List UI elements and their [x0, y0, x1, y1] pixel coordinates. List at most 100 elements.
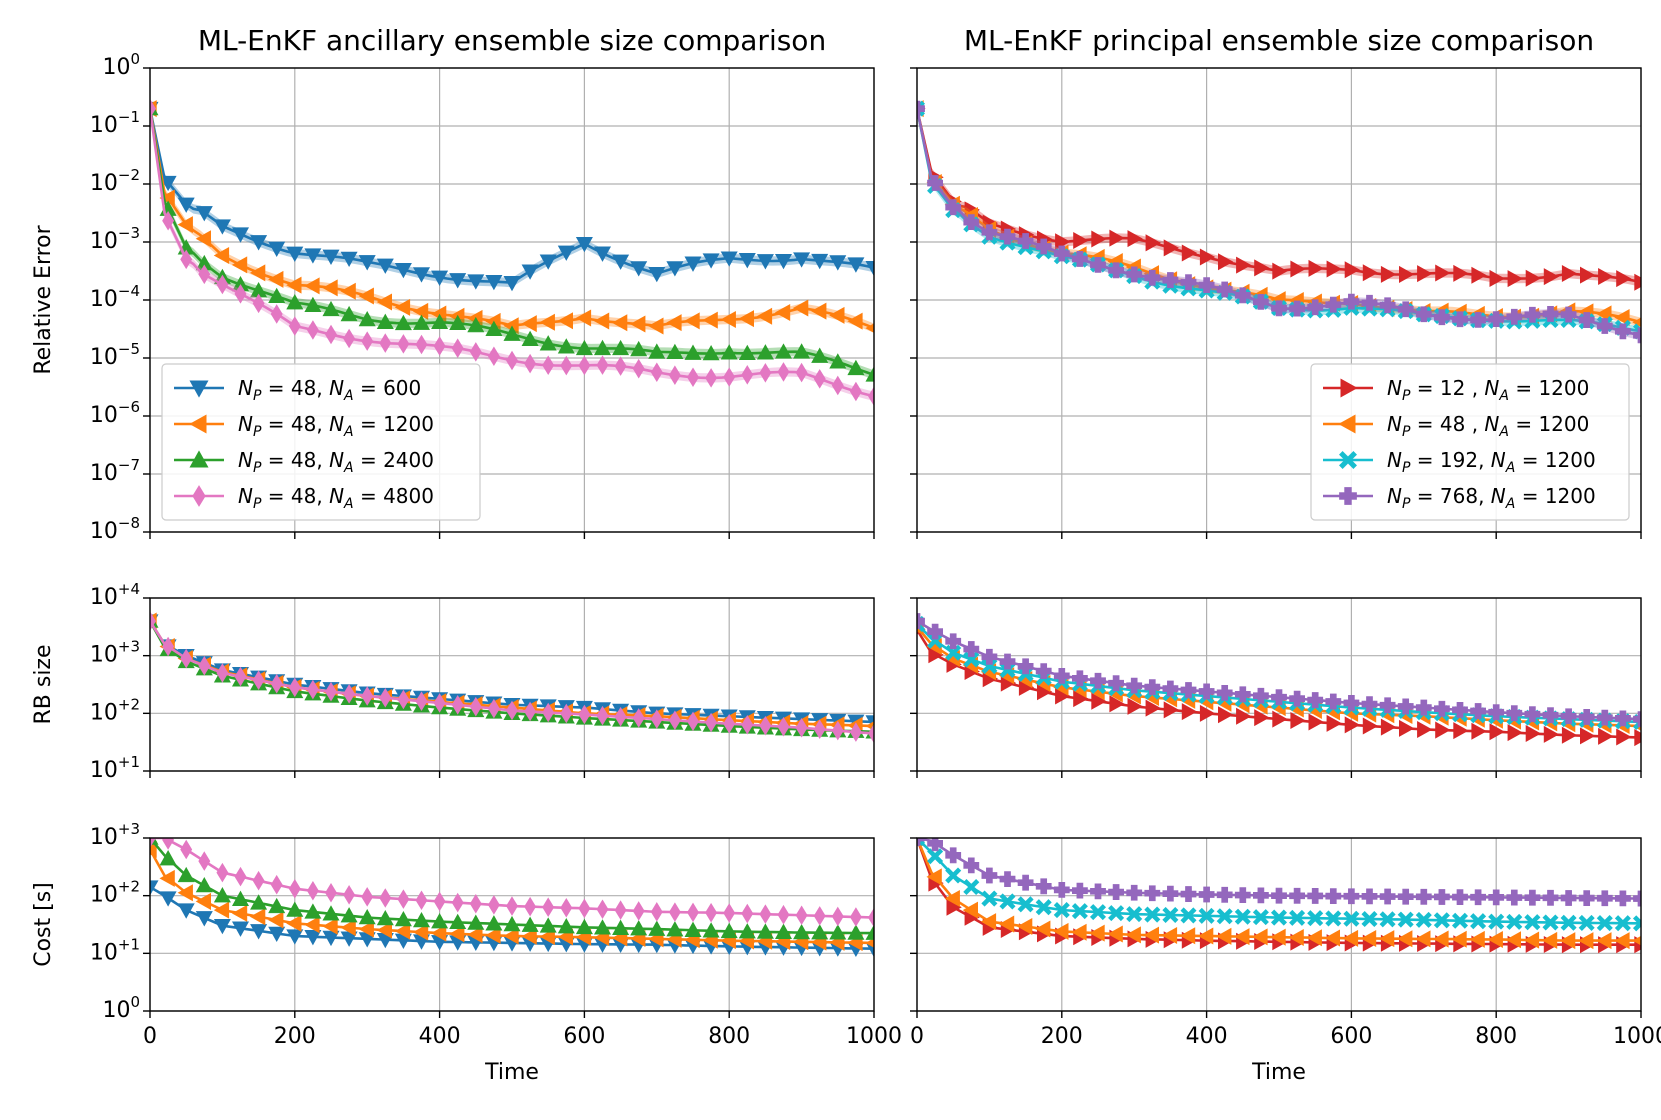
data-point: [1071, 903, 1088, 920]
data-point: [304, 930, 322, 946]
data-point: [1470, 703, 1486, 719]
axes-frame: [149, 837, 875, 1012]
data-point: [1127, 230, 1143, 248]
data-point: [1578, 890, 1595, 907]
data-point: [487, 895, 500, 915]
data-point: [611, 314, 628, 332]
data-point: [1162, 906, 1179, 924]
legend-marker: [1338, 414, 1356, 434]
data-point: [1144, 269, 1161, 286]
data-point: [1218, 253, 1234, 271]
x-tick-label: 1000: [846, 1024, 902, 1049]
legend-entry: NP = 12 , NA = 1200: [1387, 376, 1589, 404]
data-point: [1561, 265, 1578, 283]
data-point: [1344, 716, 1361, 734]
y-tick-label: 10−7: [90, 456, 140, 487]
legend-layer: NP = 48, NA = 600 NP = 48, NA = 1200 NP = …: [161, 363, 1630, 521]
data-point: [487, 346, 500, 367]
data-point: [1362, 264, 1379, 282]
data-point: [325, 883, 337, 903]
data-point: [575, 918, 593, 935]
data-point: [1125, 926, 1141, 944]
data-point: [868, 386, 874, 406]
data-point: [1326, 260, 1342, 278]
data-point: [829, 255, 847, 271]
data-point: [1017, 658, 1034, 675]
data-point: [177, 866, 195, 883]
data-point: [1596, 890, 1613, 907]
data-point: [1362, 717, 1379, 735]
data-point: [1180, 274, 1197, 291]
data-point: [159, 869, 175, 887]
data-point: [593, 339, 612, 356]
data-point: [720, 310, 736, 328]
data-point: [268, 926, 286, 943]
data-point: [358, 255, 376, 271]
data-point: [557, 245, 575, 261]
data-point: [397, 689, 410, 710]
data-point: [1435, 264, 1451, 282]
data-point: [650, 709, 663, 729]
data-point: [1379, 297, 1396, 314]
data-point: [630, 261, 648, 277]
data-point: [449, 913, 467, 930]
data-point: [759, 715, 772, 736]
data-point: [1399, 265, 1415, 283]
data-point: [249, 264, 266, 282]
data-point: [250, 924, 268, 940]
axes-frame: [916, 597, 1642, 772]
data-point: [1343, 695, 1360, 711]
data-point: [756, 923, 774, 939]
data-point: [847, 359, 865, 376]
data-point: [596, 705, 609, 726]
data-point: [159, 891, 177, 907]
y-tick-label: 10−4: [90, 282, 140, 313]
data-point: [963, 857, 980, 874]
data-point: [575, 339, 593, 356]
data-point: [1090, 256, 1106, 273]
data-point: [252, 670, 265, 690]
data-point: [412, 911, 431, 928]
data-point: [361, 331, 374, 351]
data-point: [684, 921, 702, 937]
data-point: [1252, 909, 1269, 926]
legend-marker: [192, 485, 206, 507]
data-point: [449, 273, 467, 289]
data-point: [720, 922, 738, 939]
x-tick-label: 200: [1041, 1024, 1083, 1049]
data-point: [1198, 277, 1215, 294]
series-left-error-2: [150, 99, 874, 382]
data-point: [738, 923, 756, 939]
data-point: [1379, 911, 1396, 928]
data-point: [231, 227, 250, 243]
data-point: [927, 623, 944, 640]
data-point: [1035, 920, 1051, 938]
data-point: [1541, 931, 1558, 949]
data-point: [1560, 914, 1577, 931]
data-point: [1360, 929, 1377, 947]
data-point: [195, 876, 213, 893]
data-point: [557, 312, 574, 330]
data-point: [467, 914, 485, 930]
data-point: [1469, 930, 1485, 948]
data-point: [268, 270, 284, 288]
data-point: [1307, 299, 1324, 316]
data-point: [614, 900, 627, 920]
data-point: [467, 274, 485, 290]
y-tick-label: 10+3: [90, 820, 140, 851]
data-point: [811, 302, 827, 320]
data-point: [1234, 686, 1251, 703]
data-point: [1453, 264, 1469, 282]
data-point: [231, 256, 248, 274]
data-point: [1254, 709, 1270, 727]
data-point: [1216, 281, 1233, 298]
data-point: [198, 851, 211, 871]
data-point: [1451, 912, 1469, 929]
data-point: [575, 236, 593, 253]
data-point: [774, 303, 791, 322]
data-point: [847, 257, 865, 273]
data-point: [1308, 259, 1324, 277]
data-point: [1290, 260, 1306, 278]
data-point: [1216, 684, 1233, 701]
data-point: [234, 666, 247, 687]
